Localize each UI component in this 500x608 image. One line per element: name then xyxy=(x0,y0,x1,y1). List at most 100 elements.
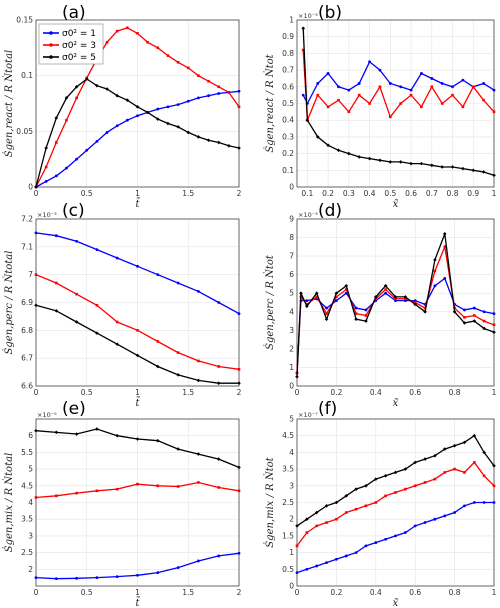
y-tick-label: 0.7 xyxy=(282,66,294,75)
data-point xyxy=(409,93,413,97)
y-axis-label: Ṡgen,perc / R Ṅtotal xyxy=(3,251,15,355)
data-point xyxy=(295,374,299,379)
data-point xyxy=(473,461,476,464)
y-tick-label: 1 xyxy=(289,16,294,25)
data-point xyxy=(471,168,476,173)
y-tick-label: 0 xyxy=(289,582,294,591)
plot-area xyxy=(297,219,494,386)
data-point xyxy=(433,284,437,288)
data-point xyxy=(217,301,221,304)
data-point xyxy=(176,566,180,570)
x-tick-label: 0.5 xyxy=(81,588,93,597)
data-point xyxy=(344,494,349,498)
data-point xyxy=(156,438,160,443)
legend-entry: σ0² = 1 xyxy=(62,29,96,39)
y-tick-label: 6.8 xyxy=(21,326,33,335)
data-point xyxy=(324,317,329,321)
data-point xyxy=(237,551,241,555)
y-tick-label: 0.5 xyxy=(282,99,294,108)
data-point xyxy=(136,32,139,35)
data-point xyxy=(54,116,59,120)
data-point xyxy=(176,485,180,488)
data-point xyxy=(440,82,444,85)
data-point xyxy=(367,156,372,161)
data-point xyxy=(413,524,417,528)
data-point xyxy=(115,487,119,491)
data-point xyxy=(166,54,170,57)
y-tick-label: 3 xyxy=(28,531,33,540)
data-point xyxy=(347,88,351,92)
x-tick-label: 0.4 xyxy=(370,388,382,397)
axes-frame xyxy=(35,218,240,387)
data-point xyxy=(75,576,78,580)
data-point xyxy=(295,524,299,528)
data-point xyxy=(237,465,241,470)
data-point xyxy=(197,289,200,293)
data-point xyxy=(492,330,496,334)
data-point xyxy=(374,295,378,299)
data-point xyxy=(364,484,368,488)
x-axis-label: x̃ xyxy=(393,398,399,409)
data-point xyxy=(357,155,362,159)
data-point xyxy=(305,567,309,571)
x-tick-label: 1 xyxy=(492,189,497,198)
data-point xyxy=(335,299,338,303)
y-tick-label: 0.1 xyxy=(21,71,33,80)
data-point xyxy=(378,158,382,163)
data-point xyxy=(136,573,139,577)
data-point xyxy=(305,303,309,306)
data-point xyxy=(315,135,320,139)
series-line xyxy=(296,233,495,377)
data-point xyxy=(166,121,170,126)
data-point xyxy=(433,477,437,481)
data-point xyxy=(85,148,89,152)
data-point xyxy=(420,72,423,75)
y-tick-label: 0.4 xyxy=(282,116,294,125)
legend-marker xyxy=(49,31,53,35)
data-point xyxy=(482,82,486,85)
y-axis-label: Ṡgen,react / R Ṅtot xyxy=(264,53,276,152)
data-point xyxy=(354,487,358,491)
data-point xyxy=(344,511,348,514)
data-point xyxy=(54,430,59,435)
data-point xyxy=(316,93,320,97)
data-point xyxy=(433,453,437,458)
data-point xyxy=(206,138,211,143)
data-point xyxy=(74,85,79,89)
data-point xyxy=(156,46,160,50)
data-point xyxy=(126,26,129,30)
data-point xyxy=(176,125,180,129)
data-point xyxy=(301,48,305,52)
y-tick-label: 4.5 xyxy=(282,431,294,440)
data-point xyxy=(472,319,477,323)
data-point xyxy=(34,303,38,308)
data-point xyxy=(135,353,140,358)
data-point xyxy=(65,166,68,170)
data-point xyxy=(413,484,417,488)
y-tick-label: 5 xyxy=(28,465,33,474)
y-tick-label: 0.6 xyxy=(282,82,294,91)
data-point xyxy=(95,248,99,252)
y-tick-label: 0.8 xyxy=(282,49,294,58)
data-point xyxy=(146,40,149,44)
data-point xyxy=(216,381,221,386)
data-point xyxy=(95,303,99,307)
series-line xyxy=(302,28,495,176)
data-point xyxy=(403,531,407,534)
y-tick-label: 2.5 xyxy=(21,548,33,557)
data-point xyxy=(413,302,417,307)
data-point xyxy=(482,319,486,323)
data-point xyxy=(305,531,309,534)
y-tick-label: 3 xyxy=(289,481,294,490)
data-point xyxy=(423,481,427,484)
data-point xyxy=(176,447,180,451)
y-tick-label: 1 xyxy=(289,363,294,372)
data-point xyxy=(217,554,221,558)
data-point xyxy=(443,276,447,280)
axes-frame xyxy=(35,19,240,188)
data-point xyxy=(462,440,467,445)
data-point xyxy=(393,295,398,299)
data-point xyxy=(433,517,437,521)
data-point xyxy=(354,551,358,554)
data-point xyxy=(295,544,299,548)
